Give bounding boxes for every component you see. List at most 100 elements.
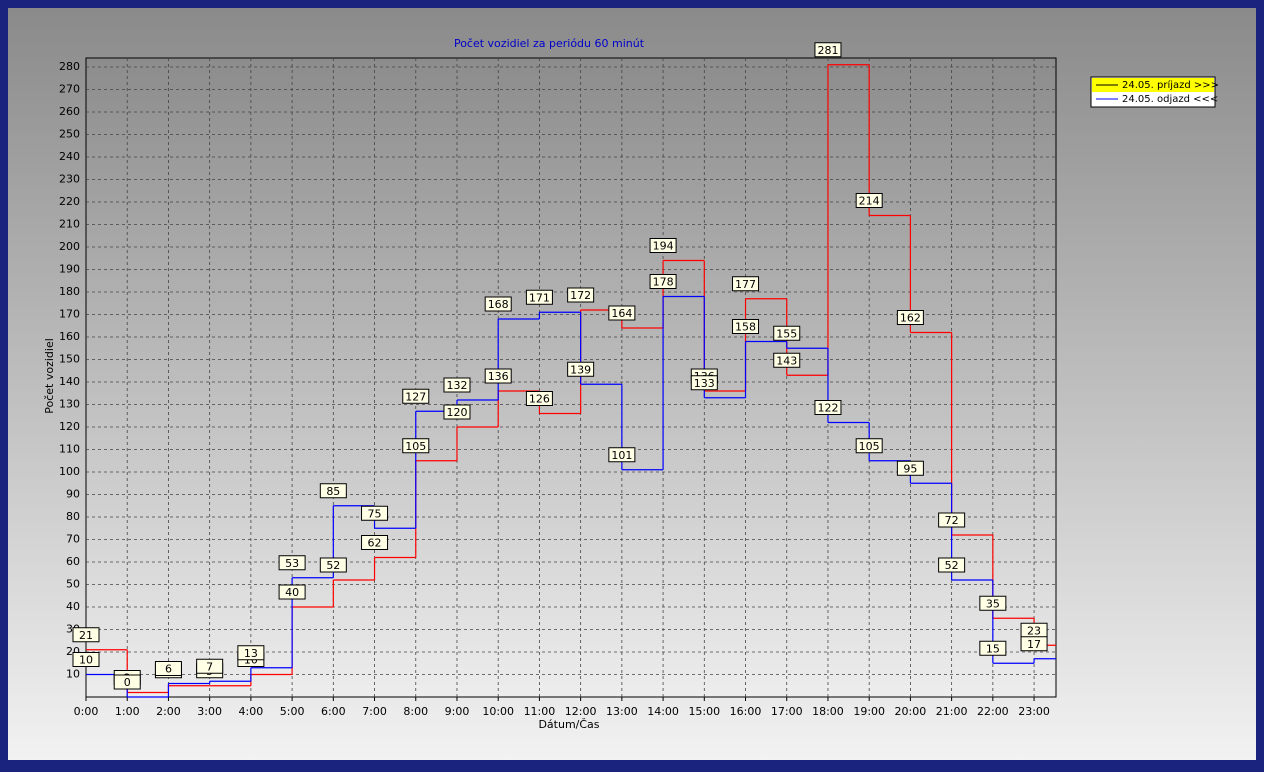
value-label: 95 [903,462,917,475]
x-tick-label: 3:00 [197,705,222,718]
x-tick-label: 1:00 [115,705,140,718]
value-label-box [567,287,595,303]
y-tick-label: 110 [59,443,80,456]
y-tick-label: 60 [66,555,80,568]
value-label: 171 [529,291,550,304]
y-tick-label: 120 [59,420,80,433]
value-label-box [361,505,389,521]
value-label-box [154,661,182,676]
y-tick-label: 240 [59,150,80,163]
y-tick-label: 270 [59,83,80,96]
value-label: 105 [859,440,880,453]
value-label-box [649,274,677,289]
value-label: 85 [326,485,340,498]
x-tick-label: 14:00 [647,705,679,718]
value-label-box [979,595,1007,611]
value-label: 53 [285,557,299,570]
plot-area [85,57,1057,698]
value-label: 133 [694,377,715,390]
value-label: 168 [488,298,509,311]
y-tick-label: 10 [66,668,80,681]
value-label-box [484,296,512,312]
value-label: 35 [986,597,1000,610]
value-label: 15 [986,642,1000,655]
y-tick-label: 130 [59,398,80,411]
y-tick-label: 200 [59,240,80,253]
value-label: 52 [326,559,340,572]
value-label-box [361,535,389,550]
value-label-box [278,555,306,571]
value-label-box [196,658,224,674]
x-tick-label: 0:00 [74,705,99,718]
value-label: 10 [79,654,93,667]
value-label: 13 [244,647,258,660]
value-label-box [773,325,801,341]
value-label-box [319,483,347,499]
x-tick-label: 2:00 [156,705,181,718]
value-label-box [278,584,306,600]
value-label: 105 [405,440,426,453]
x-tick-label: 16:00 [730,705,762,718]
y-tick-label: 150 [59,353,80,366]
value-label: 52 [945,559,959,572]
y-tick-label: 220 [59,195,80,208]
y-tick-label: 260 [59,105,80,118]
value-label: 214 [859,195,880,208]
value-label: 23 [1027,624,1041,637]
x-tick-label: 13:00 [606,705,638,718]
value-label-box [443,404,471,420]
x-tick-label: 17:00 [771,705,803,718]
value-label-box [814,42,842,58]
value-label-box [402,388,430,404]
x-tick-label: 11:00 [524,705,556,718]
x-axis-label: Dátum/Čas [538,718,599,731]
value-label-box [608,305,636,321]
value-label: 21 [79,629,93,642]
y-axis-label: Počet vozidiel [43,338,56,414]
value-label: 177 [735,278,756,291]
value-label-box [896,460,924,476]
x-tick-label: 21:00 [936,705,968,718]
value-label-box [938,512,966,528]
y-tick-label: 160 [59,330,80,343]
x-tick-label: 19:00 [853,705,885,718]
y-tick-label: 80 [66,510,80,523]
y-tick-label: 50 [66,578,80,591]
value-label-box [938,557,966,573]
value-label: 72 [945,514,959,527]
value-label: 136 [488,370,509,383]
y-tick-label: 100 [59,465,80,478]
value-label: 164 [611,307,632,320]
value-label-box [649,238,677,253]
x-tick-label: 10:00 [482,705,514,718]
value-label-box [402,438,430,454]
x-tick-label: 5:00 [280,705,305,718]
value-label: 7 [206,660,213,673]
value-label: 132 [446,379,467,392]
value-label-box [319,557,347,573]
value-label-box [72,627,100,643]
value-label: 120 [446,406,467,419]
y-tick-label: 140 [59,375,80,388]
value-label: 101 [611,449,632,462]
value-label: 139 [570,363,591,376]
x-tick-label: 9:00 [445,705,470,718]
value-label-box [814,400,842,415]
value-label: 172 [570,289,591,302]
legend-label: 24.05. príjazd >>> [1122,79,1219,91]
chart-title: Počet vozidiel za periódu 60 minút [454,37,645,50]
value-label-box [443,377,471,393]
value-label: 143 [776,354,797,367]
y-tick-label: 190 [59,263,80,276]
x-tick-label: 18:00 [812,705,844,718]
value-label-box [608,447,636,463]
x-tick-label: 7:00 [362,705,387,718]
value-label-box [979,640,1007,656]
y-tick-label: 180 [59,285,80,298]
value-label-box [773,352,801,368]
value-label: 122 [817,402,838,415]
x-tick-label: 6:00 [321,705,346,718]
legend-label: 24.05. odjazd <<< [1122,94,1218,105]
value-label: 178 [653,276,674,289]
